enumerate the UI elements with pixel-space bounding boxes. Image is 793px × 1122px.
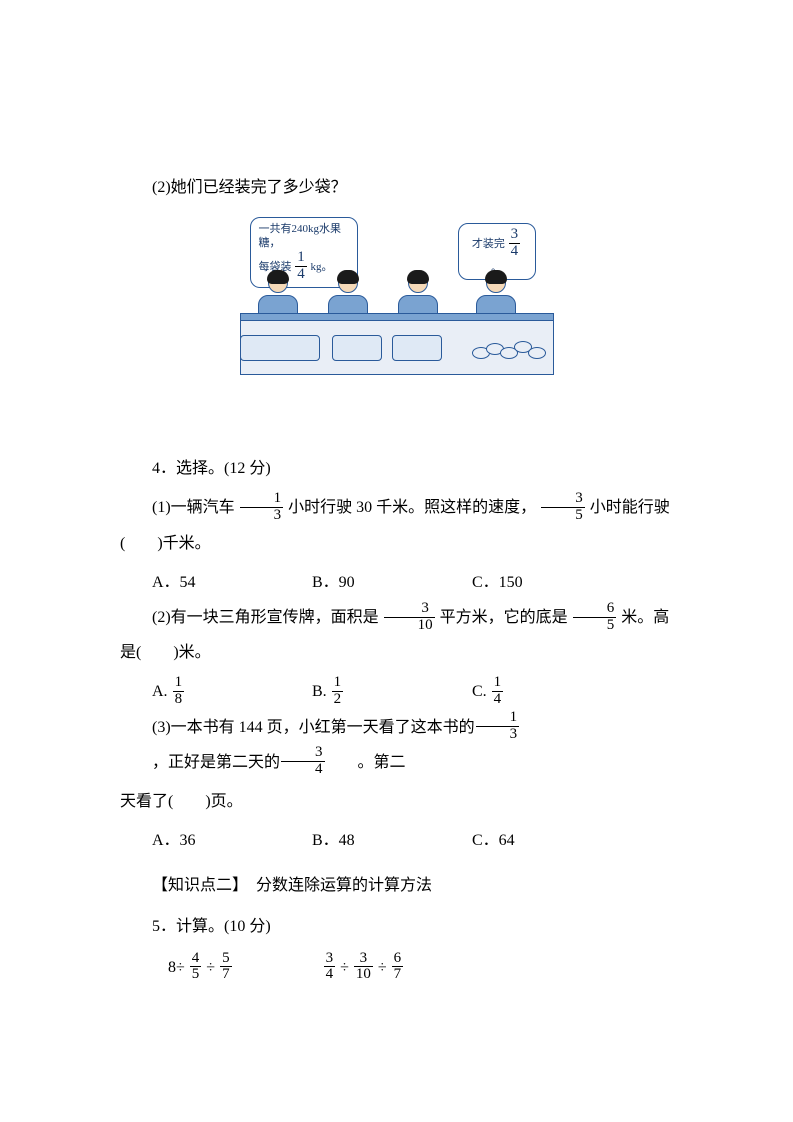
q4-3-stem-line1: (3)一本书有 144 页，小红第一天看了这本书的 1 3 ，正好是第二天的 3… (120, 710, 673, 780)
done-fraction: 3 4 (509, 227, 521, 260)
option-b: B. 1 2 (312, 674, 472, 709)
q5-title: 5．计算。(10 分) (120, 909, 673, 944)
frac-num: 6 (573, 601, 617, 618)
frac-num: 1 (492, 675, 504, 692)
frac-den: 3 (476, 727, 520, 743)
frac-num: 5 (220, 951, 232, 968)
frac-den: 3 (240, 508, 284, 524)
bubble-right-text-a: 才装完 (472, 238, 505, 250)
text: 小时行驶 30 千米。照这样的速度， (288, 499, 536, 516)
frac-num: 3 (281, 745, 325, 762)
option-a: A. 1 8 (152, 674, 312, 709)
option-c: C. 1 4 (472, 674, 632, 709)
bubble-left-line1: 一共有240kg水果糖， (259, 222, 349, 251)
frac-num: 1 (240, 491, 284, 508)
fraction-4-5: 4 5 (190, 951, 202, 984)
frac-num: 1 (295, 250, 307, 267)
q4-2-options: A. 1 8 B. 1 2 C. 1 4 (152, 674, 673, 709)
option-a: A．54 (152, 565, 312, 600)
frac-num: 6 (392, 951, 404, 968)
expr-1: 8÷ 4 5 ÷ 5 7 (168, 949, 233, 987)
q-image-prompt: (2)她们已经装完了多少袋？ (120, 170, 673, 205)
frac-num: 3 (509, 227, 521, 244)
packing-illustration: 一共有240kg水果糖， 每袋装 1 4 kg。 才装完 3 4 。 (232, 215, 562, 375)
q4-1-stem: (1)一辆汽车 1 3 小时行驶 30 千米。照这样的速度， 3 5 小时能行驶… (120, 490, 673, 560)
fraction-5-7: 5 7 (220, 951, 232, 984)
frac-den: 10 (354, 967, 373, 983)
q4-3-options: A．36 B．48 C．64 (152, 823, 673, 858)
op: ÷ (340, 959, 349, 976)
frac-den: 4 (509, 244, 521, 260)
bubble-left-text-b: kg。 (311, 261, 333, 273)
fraction-3-10: 3 10 (354, 951, 373, 984)
fraction-1-8: 1 8 (173, 675, 185, 708)
q4-2-stem: (2)有一块三角形宣传牌，面积是 3 10 平方米，它的底是 6 5 米。高是(… (120, 600, 673, 670)
candy-pile (472, 333, 552, 359)
op: ÷ (378, 959, 387, 976)
frac-den: 5 (573, 618, 617, 634)
table-top (240, 313, 554, 321)
q5-expressions: 8÷ 4 5 ÷ 5 7 3 4 ÷ 3 10 ÷ 6 7 (168, 949, 673, 987)
fraction-3-4: 3 4 (324, 951, 336, 984)
fraction-1-3: 1 3 (240, 491, 284, 524)
fraction-6-7: 6 7 (392, 951, 404, 984)
fraction-3-10: 3 10 (384, 601, 435, 634)
candy-icon (528, 347, 546, 359)
q4-3-stem-line2: 天看了( )页。 (120, 784, 673, 819)
frac-den: 8 (173, 692, 185, 708)
option-c: C．64 (472, 823, 632, 858)
text: (1)一辆汽车 (152, 499, 235, 516)
frac-num: 1 (173, 675, 185, 692)
tray-1 (240, 335, 320, 361)
text: (2)有一块三角形宣传牌，面积是 (152, 609, 379, 626)
frac-num: 1 (332, 675, 344, 692)
text: (3)一本书有 144 页，小红第一天看了这本书的 (120, 710, 475, 745)
option-b: B．48 (312, 823, 472, 858)
tray-3 (392, 335, 442, 361)
spacer (120, 415, 673, 451)
frac-num: 1 (476, 710, 520, 727)
option-c: C．150 (472, 565, 632, 600)
page-content: (2)她们已经装完了多少袋？ 一共有240kg水果糖， 每袋装 1 4 kg。 … (0, 0, 793, 1047)
frac-num: 4 (190, 951, 202, 968)
frac-den: 2 (332, 692, 344, 708)
frac-den: 10 (384, 618, 435, 634)
frac-den: 4 (281, 762, 325, 778)
text: 。第二 (326, 745, 406, 780)
fraction-1-2: 1 2 (332, 675, 344, 708)
expr-2: 3 4 ÷ 3 10 ÷ 6 7 (323, 949, 405, 987)
opt-label: A. (152, 683, 168, 700)
fraction-1-3: 1 3 (476, 710, 520, 743)
fraction-3-5: 3 5 (541, 491, 585, 524)
knowledge-point-2: 【知识点二】 分数连除运算的计算方法 (120, 868, 673, 903)
q4-1-options: A．54 B．90 C．150 (152, 565, 673, 600)
text: ，正好是第二天的 (120, 745, 280, 780)
tray-2 (332, 335, 382, 361)
opt-label: C. (472, 683, 487, 700)
frac-den: 5 (190, 967, 202, 983)
fraction-6-5: 6 5 (573, 601, 617, 634)
opt-label: B. (312, 683, 327, 700)
frac-den: 5 (541, 508, 585, 524)
frac-num: 3 (354, 951, 373, 968)
fraction-1-4: 1 4 (492, 675, 504, 708)
text: 8÷ (168, 959, 185, 976)
q4-title: 4．选择。(12 分) (120, 451, 673, 486)
frac-num: 3 (541, 491, 585, 508)
frac-den: 7 (392, 967, 404, 983)
frac-den: 4 (324, 967, 336, 983)
text: 平方米，它的底是 (440, 609, 568, 626)
frac-num: 3 (324, 951, 336, 968)
frac-den: 7 (220, 967, 232, 983)
option-a: A．36 (152, 823, 312, 858)
frac-num: 3 (384, 601, 435, 618)
option-b: B．90 (312, 565, 472, 600)
fraction-3-4: 3 4 (281, 745, 325, 778)
op: ÷ (206, 959, 215, 976)
frac-den: 4 (492, 692, 504, 708)
